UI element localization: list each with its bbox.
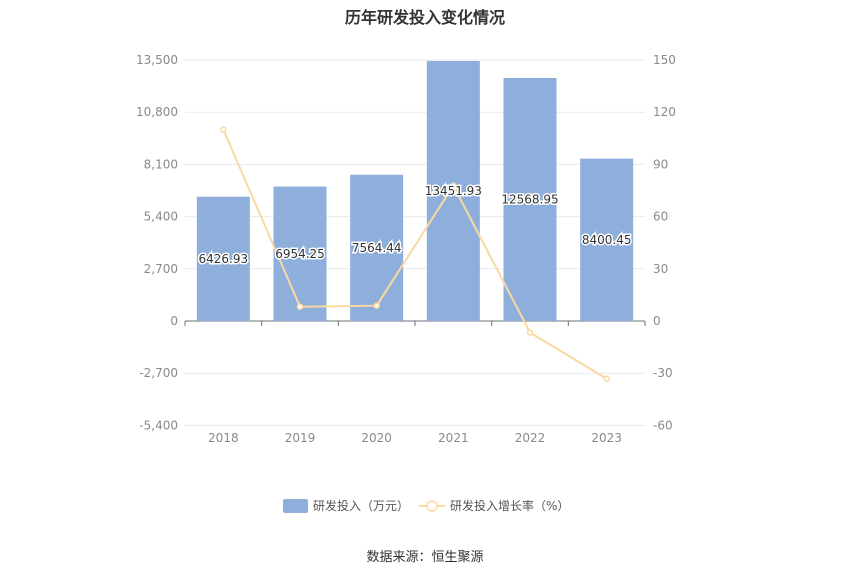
x-axis-tick-label: 2023 xyxy=(591,431,622,445)
bar xyxy=(503,78,557,321)
left-axis-tick-label: 8,100 xyxy=(144,157,178,171)
line-series xyxy=(220,126,610,383)
left-axis-tick-label: 0 xyxy=(170,314,178,328)
bar-data-label: 13451.93 xyxy=(425,184,482,198)
data-labels: 6426.93 6954.25 7564.44 13451.93 12568.95 840… xyxy=(197,182,633,267)
right-axis-tick-label: 0 xyxy=(653,314,661,328)
line-point xyxy=(373,302,380,309)
legend-bar-label: 研发投入（万元） xyxy=(313,498,409,513)
x-axis-tick-label: 2018 xyxy=(208,431,239,445)
growth-line xyxy=(222,129,608,380)
line-point xyxy=(296,303,304,310)
x-axis-tick-label: 2020 xyxy=(361,431,392,445)
line-point xyxy=(603,375,610,383)
source-note: 数据来源：恒生聚源 xyxy=(366,550,484,565)
x-axis-tick-label: 2019 xyxy=(285,431,316,445)
left-axis: 13,500 10,800 8,100 5,400 2,700 0 -2,700 -5,400 xyxy=(136,53,178,432)
bar-series xyxy=(196,60,634,321)
bar-data-label: 12568.95 xyxy=(501,193,558,207)
left-axis-tick-label: 10,800 xyxy=(136,105,178,119)
bar-data-label: 7564.44 xyxy=(352,241,402,255)
bar xyxy=(580,158,634,321)
right-axis-tick-label: 120 xyxy=(653,105,676,119)
right-axis-tick-label: 150 xyxy=(653,53,676,67)
legend: 研发投入（万元） 研发投入增长率（%） xyxy=(283,498,569,513)
right-axis: 150 120 90 60 30 0 -30 -60 xyxy=(653,53,676,432)
grid-lines xyxy=(185,59,645,426)
chart-title: 历年研发投入变化情况 xyxy=(344,8,505,27)
line-point xyxy=(526,329,534,336)
bar xyxy=(196,196,250,321)
left-axis-tick-label: -5,400 xyxy=(139,418,178,432)
bar-data-label: 8400.45 xyxy=(582,233,632,247)
x-axis-tick-label: 2021 xyxy=(438,431,469,445)
legend-line-marker xyxy=(426,500,438,512)
left-axis-tick-label: 5,400 xyxy=(144,210,178,224)
bar-data-label: 6426.93 xyxy=(199,252,249,266)
right-axis-tick-label: -60 xyxy=(653,418,673,432)
left-axis-tick-label: -2,700 xyxy=(139,366,178,380)
x-axis-tick-label: 2022 xyxy=(515,431,546,445)
legend-line-label: 研发投入增长率（%） xyxy=(450,498,569,513)
line-point xyxy=(450,182,457,189)
right-axis-tick-label: 30 xyxy=(653,262,668,276)
bar xyxy=(426,60,480,321)
x-axis: 2018 2019 2020 2021 2022 2023 xyxy=(184,321,646,445)
bar xyxy=(350,174,404,321)
left-axis-tick-label: 13,500 xyxy=(136,53,178,67)
line-point xyxy=(220,126,227,133)
left-axis-tick-label: 2,700 xyxy=(144,262,178,276)
right-axis-tick-label: 90 xyxy=(653,157,668,171)
legend-bar-swatch xyxy=(283,499,308,513)
bar-data-label: 6954.25 xyxy=(275,247,325,261)
right-axis-tick-label: 60 xyxy=(653,210,668,224)
bar xyxy=(273,186,327,321)
right-axis-tick-label: -30 xyxy=(653,366,673,380)
